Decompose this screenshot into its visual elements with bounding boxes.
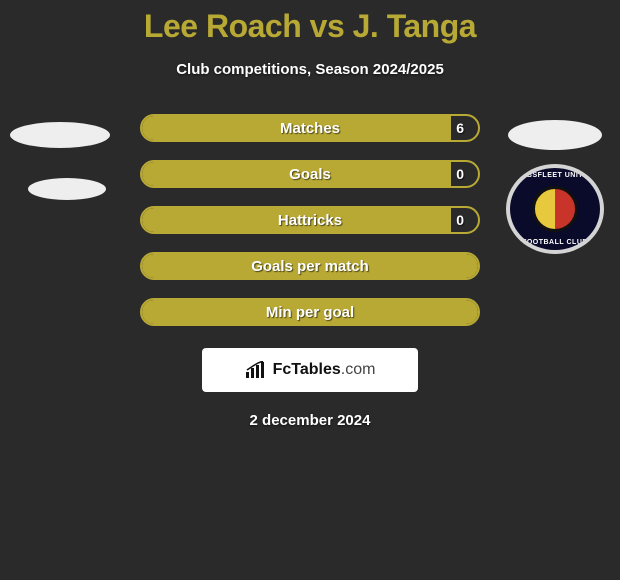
club-crest: EBBSFLEET UNITED FOOTBALL CLUB — [506, 164, 604, 254]
crest-top-text: EBBSFLEET UNITED — [510, 172, 600, 179]
stats-list: Matches6Goals0Hattricks0Goals per matchM… — [140, 114, 480, 326]
subtitle: Club competitions, Season 2024/2025 — [0, 61, 620, 78]
left-placeholder-group — [10, 122, 120, 230]
brand-logo: FcTables.com — [202, 348, 418, 392]
stat-label: Matches — [142, 116, 478, 140]
crest-inner-circle — [532, 186, 578, 232]
stat-value: 0 — [456, 208, 464, 232]
date-label: 2 december 2024 — [0, 412, 620, 429]
stat-value: 6 — [456, 116, 464, 140]
stat-row: Min per goal — [140, 298, 480, 326]
stat-row: Matches6 — [140, 114, 480, 142]
stat-value: 0 — [456, 162, 464, 186]
brand-text: FcTables — [273, 361, 341, 378]
page-title: Lee Roach vs J. Tanga — [0, 8, 620, 45]
placeholder-ellipse — [508, 120, 602, 150]
stat-label: Goals — [142, 162, 478, 186]
bar-chart-icon — [245, 361, 267, 379]
stat-label: Goals per match — [142, 254, 478, 278]
brand-suffix: .com — [341, 361, 376, 378]
stat-label: Min per goal — [142, 300, 478, 324]
stat-row: Goals0 — [140, 160, 480, 188]
stat-row: Hattricks0 — [140, 206, 480, 234]
stat-row: Goals per match — [140, 252, 480, 280]
brand-name: FcTables.com — [273, 361, 376, 379]
stat-label: Hattricks — [142, 208, 478, 232]
right-badge-group: EBBSFLEET UNITED FOOTBALL CLUB — [500, 120, 610, 254]
placeholder-ellipse — [28, 178, 106, 200]
crest-bottom-text: FOOTBALL CLUB — [510, 239, 600, 246]
placeholder-ellipse — [10, 122, 110, 148]
